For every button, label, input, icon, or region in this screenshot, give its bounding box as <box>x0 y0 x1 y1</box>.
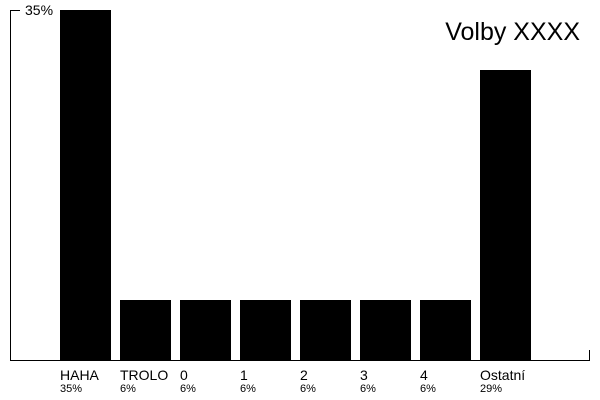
value-label: 6% <box>360 383 376 395</box>
category-label: TROLO <box>120 367 168 383</box>
y-ticks-layer: 35% <box>10 2 53 18</box>
value-label: 35% <box>60 383 82 395</box>
value-label: 6% <box>240 383 256 395</box>
value-label: 6% <box>180 383 196 395</box>
bar-2 <box>300 300 351 360</box>
value-label: 6% <box>300 383 316 395</box>
category-label: HAHA <box>60 367 100 383</box>
value-label: 29% <box>480 383 502 395</box>
value-label: 6% <box>120 383 136 395</box>
category-label: 1 <box>240 367 248 383</box>
category-label: 4 <box>420 367 428 383</box>
category-label: Ostatní <box>480 367 525 383</box>
bars-layer <box>60 10 531 360</box>
bar-0 <box>180 300 231 360</box>
bar-haha <box>60 10 111 360</box>
value-label: 6% <box>420 383 436 395</box>
bar-1 <box>240 300 291 360</box>
bar-trolo <box>120 300 171 360</box>
y-tick-label: 35% <box>25 2 53 18</box>
axes-layer <box>10 10 590 361</box>
bar-3 <box>360 300 411 360</box>
bar-4 <box>420 300 471 360</box>
category-label: 0 <box>180 367 188 383</box>
chart-title: Volby XXXX <box>445 18 580 46</box>
bar-ostatní <box>480 70 531 360</box>
category-label: 2 <box>300 367 308 383</box>
category-label: 3 <box>360 367 368 383</box>
